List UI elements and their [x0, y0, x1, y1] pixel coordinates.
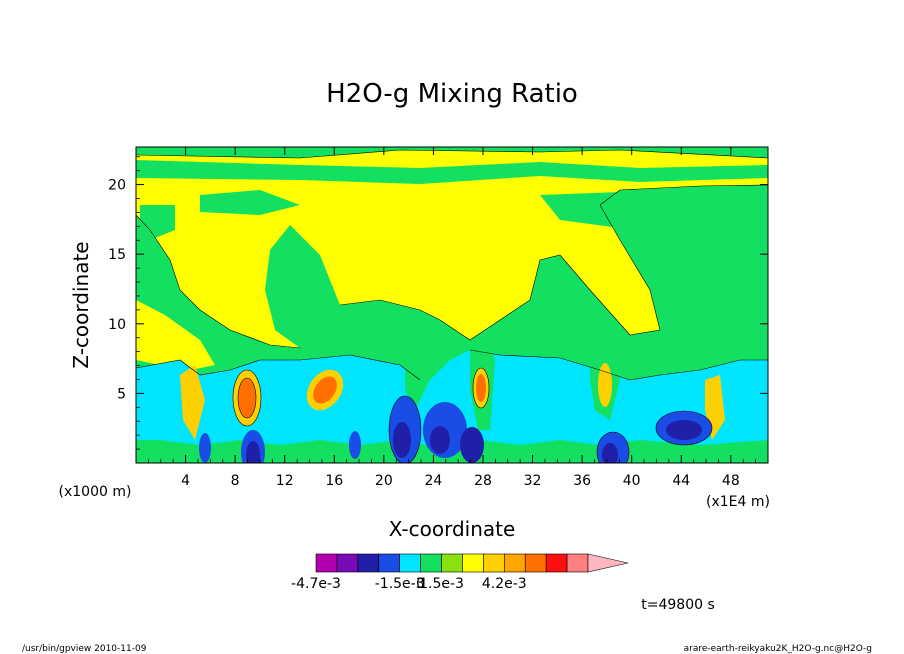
- x-axis-unit-left: (x1000 m): [59, 484, 132, 500]
- colorbar: -4.7e-3 -1.5e-301.5e-3 4.2e-3: [291, 553, 629, 592]
- field-green-plume-1: [405, 320, 450, 410]
- colorbar-segment: [315, 553, 338, 573]
- anomaly-negative-3-core: [430, 426, 450, 454]
- anomaly-negative-1-core: [246, 441, 260, 463]
- y-tick-label: 5: [117, 386, 126, 402]
- x-tick-label: 4: [181, 473, 190, 489]
- anomaly-negative-6-core: [666, 420, 702, 440]
- plot-frame: [135, 146, 769, 464]
- colorbar-segment: [524, 553, 547, 573]
- x-tick-label: 28: [474, 473, 492, 489]
- field-green-streak-1: [136, 160, 768, 184]
- colorbar-segment: [462, 553, 484, 573]
- colorbar-label: 4.2e-3: [482, 576, 527, 592]
- colorbar-extend-arrow: [587, 553, 629, 573]
- field-yellow-upper: [136, 150, 768, 348]
- colorbar-segment: [545, 553, 568, 573]
- anomaly-negative-5-core: [602, 443, 618, 463]
- field-green-streak-2: [540, 192, 768, 228]
- time-annotation: t=49800 s: [641, 597, 715, 613]
- chart-title: H2O-g Mixing Ratio: [326, 79, 578, 109]
- footer-left: /usr/bin/gpview 2010-11-09: [22, 644, 147, 654]
- field-green-streak-3: [200, 190, 300, 215]
- anomaly-negative-8: [349, 431, 361, 459]
- colorbar-segment: [566, 553, 589, 573]
- footer-right: arare-earth-reikyaku2K_H2O-g.nc@H2O-g: [684, 644, 872, 654]
- y-axis-label: Z-coordinate: [69, 241, 93, 368]
- colorbar-segment: [357, 553, 380, 573]
- anomaly-positive-2-core: [313, 376, 337, 404]
- x-tick-label: 40: [623, 473, 641, 489]
- colorbar-label: 0: [416, 576, 425, 592]
- x-tick-label: 44: [672, 473, 690, 489]
- anomaly-negative-4: [460, 427, 484, 463]
- x-tick-label: 12: [276, 473, 294, 489]
- colorbar-segment: [420, 553, 442, 573]
- colorbar-segment: [378, 553, 400, 573]
- colorbar-segment: [483, 553, 505, 573]
- x-tick-label: 48: [722, 473, 740, 489]
- x-axis-ticks: 4 8 12 16 20 24 28 32 36 40 44 48: [147, 147, 757, 489]
- colorbar-label: -4.7e-3: [291, 576, 341, 592]
- anomaly-negative-2-core: [393, 422, 411, 458]
- x-tick-label: 32: [524, 473, 542, 489]
- contour-lines: [136, 149, 768, 463]
- y-axis-ticks: 5 10 15 20: [108, 156, 768, 450]
- field-yellow-fringe-1: [180, 365, 205, 440]
- y-tick-label: 20: [108, 178, 126, 194]
- y-tick-label: 10: [108, 317, 126, 333]
- colorbar-segment: [336, 553, 359, 573]
- x-axis-unit-right: (x1E4 m): [706, 494, 770, 510]
- colorbar-segment: [441, 553, 463, 573]
- anomaly-negative-7: [199, 433, 211, 463]
- x-tick-label: 20: [375, 473, 393, 489]
- y-tick-label: 15: [108, 247, 126, 263]
- colorbar-label: 1.5e-3: [419, 576, 464, 592]
- anomaly-positive-4: [598, 363, 612, 407]
- x-tick-label: 16: [325, 473, 343, 489]
- anomaly-positive-3-core: [476, 374, 486, 402]
- anomaly-positive-1-core: [238, 378, 256, 418]
- colorbar-segment: [399, 553, 421, 573]
- x-tick-label: 8: [231, 473, 240, 489]
- x-tick-label: 36: [573, 473, 591, 489]
- colorbar-label: -1.5e-3: [375, 576, 425, 592]
- colorbar-segment: [504, 553, 526, 573]
- field-yellow-left: [136, 300, 215, 370]
- x-axis-label: X-coordinate: [389, 517, 516, 541]
- field-green-streak-4: [140, 205, 175, 240]
- x-tick-label: 24: [424, 473, 442, 489]
